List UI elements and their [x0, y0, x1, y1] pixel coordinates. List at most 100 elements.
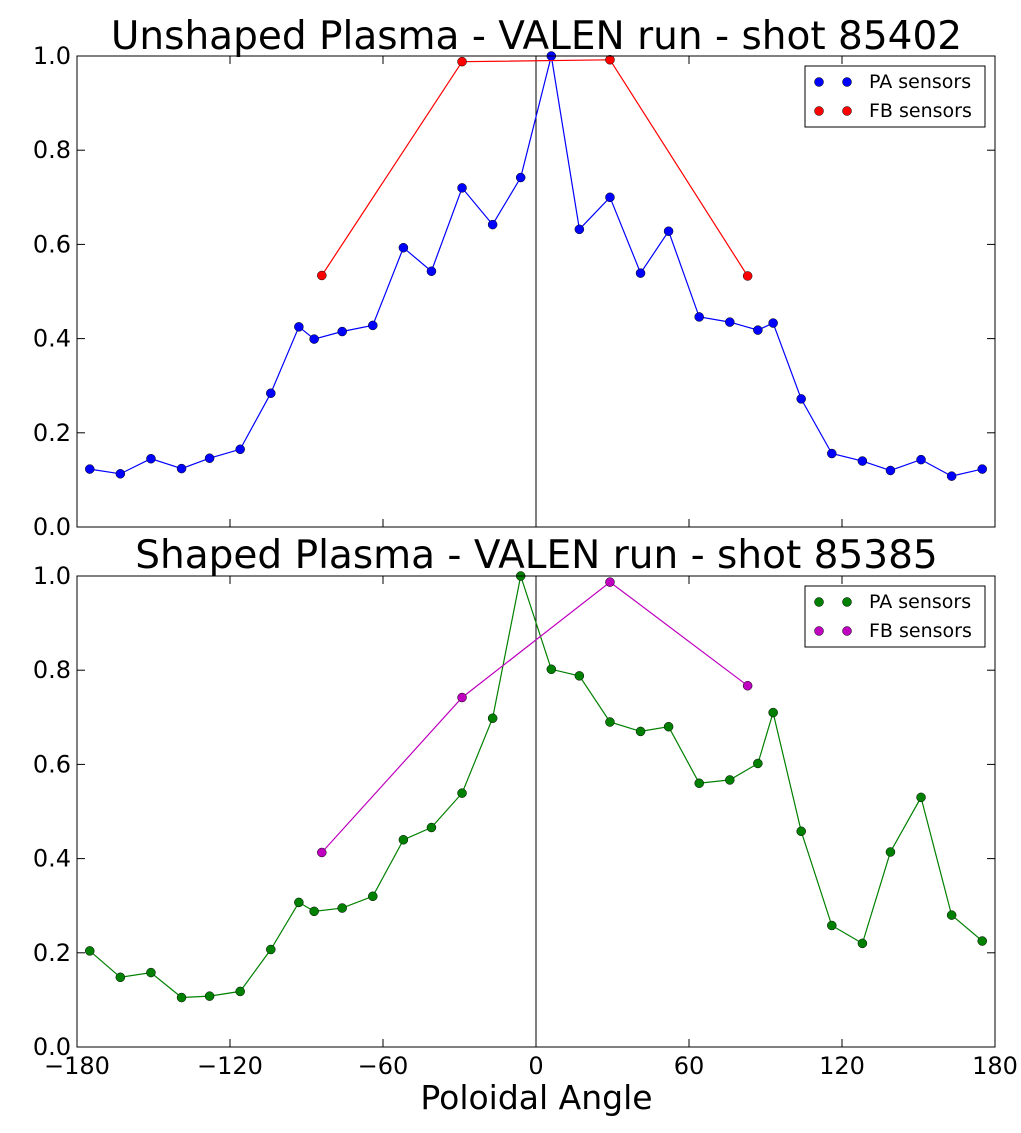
- data-point: [176, 463, 187, 474]
- data-point: [827, 448, 837, 459]
- series-fb-sensors: [317, 55, 753, 281]
- legend-entry-fb: FB sensors: [814, 620, 972, 642]
- data-point: [546, 664, 557, 675]
- data-point: [663, 721, 674, 732]
- y-axis-ticks: 0.0 0.2 0.4 0.6 0.8 1.0: [33, 562, 995, 1061]
- y-tick-label: 0.2: [33, 419, 71, 447]
- data-point: [317, 847, 327, 858]
- data-point: [176, 992, 187, 1003]
- y-tick-label: 0.4: [33, 845, 71, 873]
- data-point: [768, 318, 778, 328]
- x-tick-label: 180: [972, 1052, 1018, 1080]
- unshaped-plasma-subplot: Unshaped Plasma - VALEN run - shot 85402…: [33, 14, 996, 541]
- data-point: [146, 453, 156, 464]
- data-point: [605, 192, 615, 203]
- data-point: [827, 920, 837, 931]
- data-point: [742, 680, 753, 691]
- series-line: [89, 573, 983, 999]
- y-tick-label: 0.0: [33, 1033, 71, 1061]
- data-point: [294, 322, 304, 332]
- data-point: [457, 788, 467, 798]
- x-tick-label: 0: [528, 1052, 543, 1080]
- x-axis-label: Poloidal Angle: [420, 1078, 652, 1117]
- data-point: [337, 326, 347, 337]
- y-tick-label: 0.8: [33, 136, 71, 164]
- data-point: [457, 183, 467, 193]
- y-tick-label: 0.2: [33, 939, 71, 967]
- series-line: [321, 581, 748, 853]
- data-point: [266, 388, 276, 398]
- legend: PA sensors FB sensors: [804, 65, 986, 128]
- series-pa-sensors: [85, 571, 987, 1003]
- legend: PA sensors FB sensors: [804, 585, 986, 648]
- legend-marker-fb-2: [842, 106, 852, 116]
- data-point: [294, 897, 304, 908]
- legend-marker-fb-1: [814, 626, 824, 636]
- data-point: [605, 717, 615, 727]
- data-point: [977, 936, 987, 946]
- data-point: [753, 758, 763, 769]
- x-tick-label: −60: [358, 1052, 409, 1080]
- data-point: [694, 778, 704, 788]
- legend-marker-pa-2: [842, 597, 852, 607]
- series-line: [321, 59, 749, 277]
- data-point: [85, 946, 95, 956]
- x-tick-label: −120: [197, 1052, 263, 1080]
- data-point: [857, 456, 868, 466]
- legend-marker-pa-2: [842, 77, 852, 87]
- subplot-title: Shaped Plasma - VALEN run - shot 85385: [135, 533, 937, 578]
- data-point: [605, 55, 615, 65]
- axes-frame: [76, 575, 996, 1048]
- data-point: [796, 826, 806, 837]
- data-point: [398, 835, 409, 845]
- legend-box: [804, 65, 986, 128]
- data-point: [916, 792, 926, 803]
- x-tick-label: −180: [44, 1052, 110, 1080]
- legend-entry-fb: FB sensors: [814, 100, 972, 122]
- y-tick-label: 0.6: [33, 230, 71, 258]
- data-point: [663, 226, 674, 236]
- series-group: [85, 571, 987, 1003]
- legend-marker-fb-2: [842, 626, 852, 636]
- data-point: [857, 938, 868, 949]
- data-point: [146, 967, 156, 978]
- data-point: [368, 891, 378, 902]
- series-group: [85, 51, 987, 481]
- data-point: [885, 847, 896, 857]
- data-point: [977, 464, 987, 474]
- shaped-plasma-subplot: Shaped Plasma - VALEN run - shot 85385 0…: [33, 533, 1018, 1080]
- data-point: [515, 172, 526, 183]
- series-fb-sensors: [317, 577, 753, 858]
- y-tick-label: 0.4: [33, 325, 71, 353]
- y-tick-label: 0.6: [33, 750, 71, 778]
- data-point: [635, 726, 646, 737]
- data-point: [235, 444, 245, 455]
- data-point: [635, 268, 646, 278]
- x-axis-ticks: −180 −120 −60 0 60 120 180: [44, 576, 1018, 1080]
- legend-marker-fb-1: [814, 106, 824, 116]
- data-point: [885, 465, 896, 476]
- x-tick-label: 60: [674, 1052, 705, 1080]
- y-tick-label: 0.0: [33, 513, 71, 541]
- y-tick-label: 1.0: [33, 42, 71, 70]
- data-point: [694, 312, 704, 322]
- data-point: [398, 242, 409, 253]
- data-point: [946, 910, 957, 920]
- data-point: [487, 219, 498, 230]
- data-point: [487, 713, 498, 723]
- data-point: [368, 320, 378, 331]
- y-tick-label: 0.8: [33, 656, 71, 684]
- x-tick-label: 120: [819, 1052, 865, 1080]
- data-point: [204, 453, 215, 463]
- legend-entry-pa: PA sensors: [814, 71, 971, 93]
- y-tick-label: 1.0: [33, 562, 71, 590]
- data-point: [309, 906, 319, 917]
- data-point: [85, 464, 95, 474]
- data-point: [574, 224, 585, 235]
- axes-frame: [76, 55, 996, 528]
- legend-marker-pa-1: [814, 597, 824, 607]
- data-point: [115, 972, 126, 983]
- data-point: [266, 944, 276, 955]
